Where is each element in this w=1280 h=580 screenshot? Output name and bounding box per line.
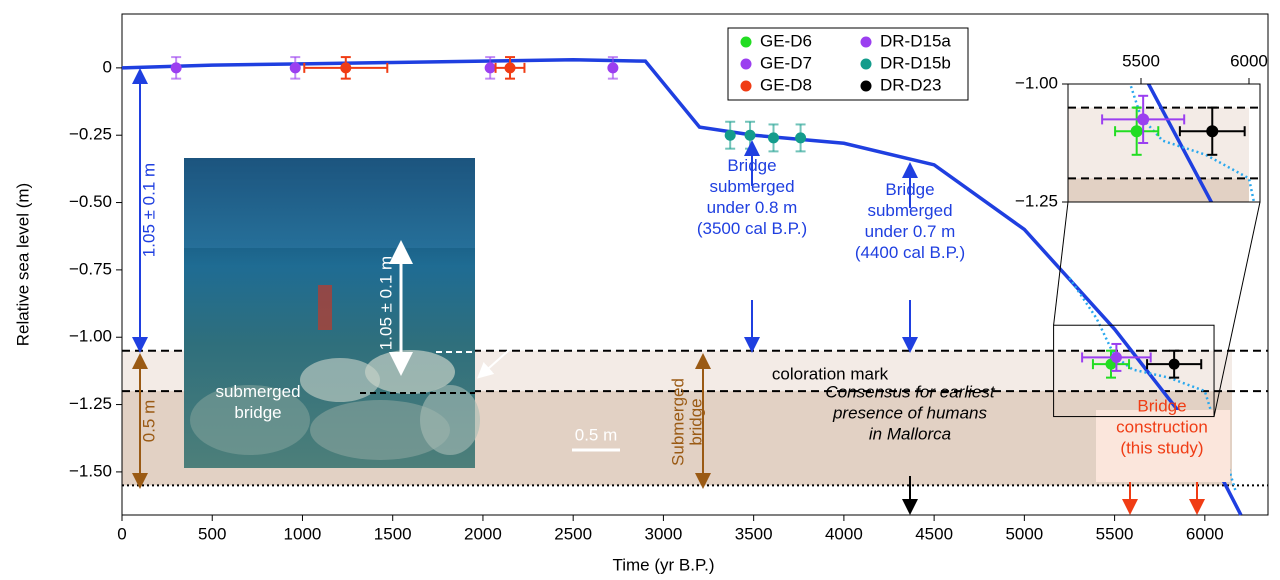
annotation: Bridge <box>1137 396 1186 415</box>
legend-marker <box>861 59 872 70</box>
annotation: (4400 cal B.P.) <box>855 243 965 262</box>
y-tick-label: −0.25 <box>69 125 112 144</box>
point <box>725 130 736 141</box>
annotation: under 0.8 m <box>707 198 798 217</box>
annotation: (3500 cal B.P.) <box>697 219 807 238</box>
annotation: Bridge <box>885 180 934 199</box>
connector <box>1214 202 1260 417</box>
point <box>171 62 182 73</box>
annotation: 1.05 ± 0.1 m <box>139 163 158 257</box>
annotation: under 0.7 m <box>865 222 956 241</box>
inset-y-tick-label: −1.00 <box>1015 73 1058 92</box>
x-tick-label: 1500 <box>374 524 412 543</box>
annotation: coloration <box>553 253 627 272</box>
x-tick-label: 2000 <box>464 524 502 543</box>
annotation: Consensus for earliest <box>825 382 995 401</box>
x-tick-label: 500 <box>198 524 226 543</box>
annotation: mark <box>571 274 609 293</box>
point <box>1137 113 1149 125</box>
point <box>1169 359 1180 370</box>
y-tick-label: −1.25 <box>69 394 112 413</box>
annotation: 0.5 m <box>575 425 618 444</box>
annotation: bridge <box>234 403 281 422</box>
x-tick-label: 4500 <box>915 524 953 543</box>
annotation: construction <box>1116 417 1208 436</box>
y-tick-label: −0.75 <box>69 259 112 278</box>
inset-y-tick-label: −1.25 <box>1015 191 1058 210</box>
legend-marker <box>741 81 752 92</box>
legend-label: GE-D6 <box>760 31 812 50</box>
x-tick-label: 3000 <box>645 524 683 543</box>
legend-marker <box>741 59 752 70</box>
annotation: submerged <box>867 201 952 220</box>
legend: GE-D6 GE-D7 GE-D8 DR-D15a DR-D15b DR-D23 <box>728 28 968 100</box>
annotation: submerged <box>215 382 300 401</box>
point <box>505 62 516 73</box>
legend-marker <box>861 37 872 48</box>
band <box>1068 108 1249 179</box>
y-tick-label: −1.50 <box>69 461 112 480</box>
x-tick-label: 2500 <box>554 524 592 543</box>
legend-label: GE-D8 <box>760 75 812 94</box>
x-tick-label: 3500 <box>735 524 773 543</box>
annotation: (this study) <box>1120 438 1203 457</box>
legend-label: GE-D7 <box>760 53 812 72</box>
y-tick-label: −0.50 <box>69 192 112 211</box>
y-axis-label: Relative sea level (m) <box>13 183 32 346</box>
inset-x-tick-label: 5500 <box>1122 51 1160 70</box>
point <box>745 130 756 141</box>
x-tick-label: 6000 <box>1186 524 1224 543</box>
annotation: presence of humans <box>832 403 988 422</box>
annotation: in Mallorca <box>869 424 951 443</box>
point <box>795 132 806 143</box>
legend-label: DR-D15a <box>880 31 951 50</box>
annotation: Bridge <box>727 156 776 175</box>
y-tick-label: −1.00 <box>69 327 112 346</box>
annotation: submerged <box>709 177 794 196</box>
y-tick-label: 0 <box>103 57 112 76</box>
point <box>1111 352 1122 363</box>
annotation: bridge <box>686 398 705 445</box>
legend-marker <box>741 37 752 48</box>
inset-x-tick-label: 6000 <box>1230 51 1268 70</box>
x-tick-label: 5000 <box>1005 524 1043 543</box>
point <box>768 132 779 143</box>
x-axis-label: Time (yr B.P.) <box>612 555 714 574</box>
point <box>485 62 496 73</box>
legend-marker <box>861 81 872 92</box>
legend-label: DR-D15b <box>880 53 951 72</box>
x-tick-label: 4000 <box>825 524 863 543</box>
chart: 0 500 1000 1500 2000 2500 3000 3500 4000 4500 5000… <box>0 0 1280 580</box>
point <box>1206 125 1218 137</box>
point <box>290 62 301 73</box>
point <box>340 62 351 73</box>
legend-label: DR-D23 <box>880 75 941 94</box>
band <box>1068 178 1249 202</box>
annotation: Submerged <box>668 378 687 466</box>
annotation: 0.5 m <box>139 400 158 443</box>
point <box>1131 125 1143 137</box>
annotation: coloration mark <box>772 364 889 383</box>
x-tick-label: 0 <box>117 524 126 543</box>
x-tick-label: 5500 <box>1096 524 1134 543</box>
annotation: 1.05 ± 0.1 m <box>376 256 395 350</box>
x-tick-label: 1000 <box>284 524 322 543</box>
point <box>607 62 618 73</box>
